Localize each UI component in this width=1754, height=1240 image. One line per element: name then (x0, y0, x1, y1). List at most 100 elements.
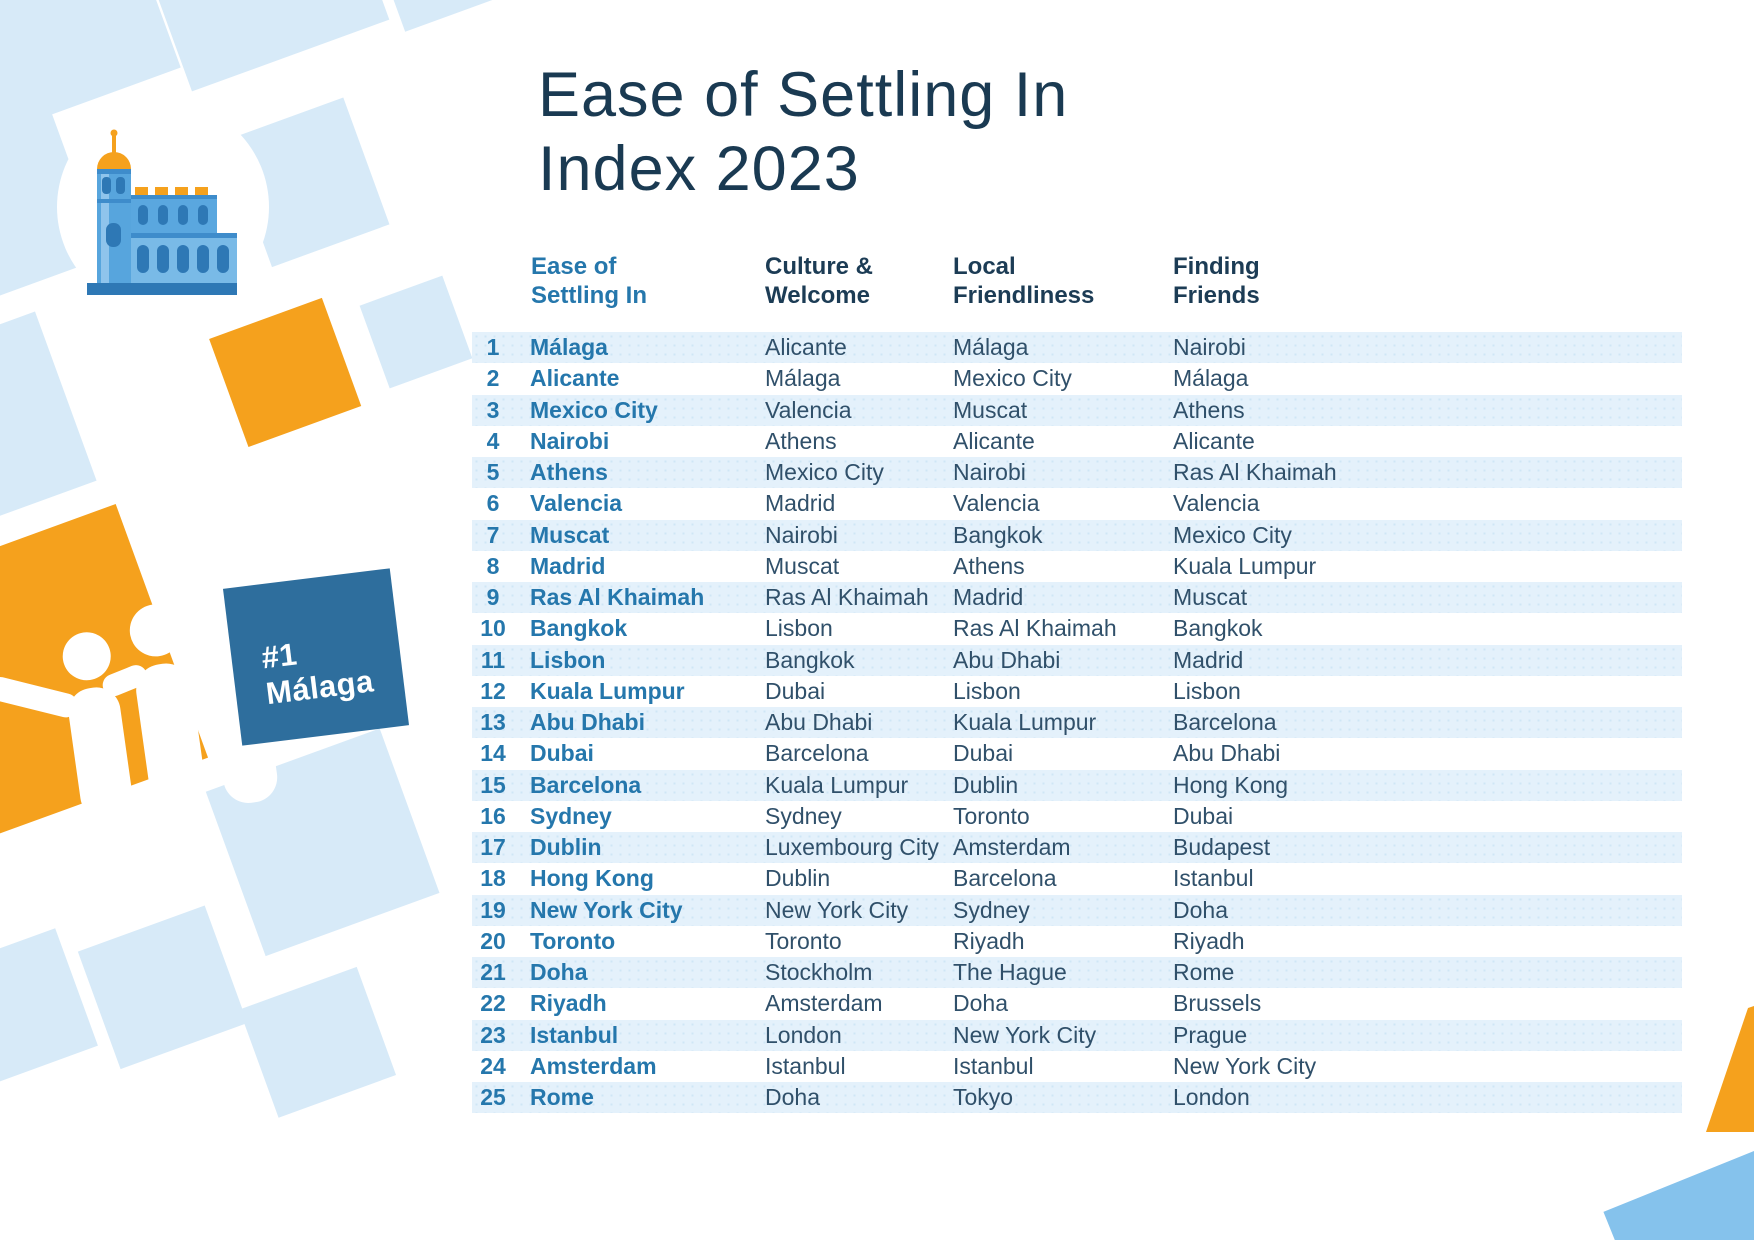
table-row: 25 Rome Doha Tokyo London (472, 1082, 1682, 1114)
corner-orange-wedge (1706, 1006, 1754, 1132)
local-cell: The Hague (953, 959, 1067, 986)
rank-cell: 2 (486, 365, 500, 392)
column-header-ease-of-settling-in: Ease of Settling In (531, 253, 647, 309)
table-row: 19 New York City New York City Sydney Doha (472, 894, 1682, 926)
local-cell: Muscat (953, 396, 1028, 423)
column-header-finding-friends: Finding Friends (1173, 253, 1260, 309)
rank-cell: 24 (480, 1052, 506, 1079)
culture-cell: Doha (765, 1084, 820, 1111)
rank-cell: 17 (480, 834, 506, 861)
map-block (140, 0, 390, 92)
ease-cell: Riyadh (530, 990, 607, 1017)
culture-cell: Luxembourg City (765, 834, 939, 861)
friends-cell: Bangkok (1173, 615, 1263, 642)
ranking-table: 1 Málaga Alicante Málaga Nairobi 2 Alicante Mál… (472, 332, 1682, 1114)
table-row: 18 Hong Kong Dublin Barcelona Istanbul (472, 863, 1682, 894)
rank-cell: 9 (486, 584, 500, 611)
rank-cell: 23 (480, 1021, 506, 1048)
ease-cell: Lisbon (530, 646, 606, 673)
ease-cell: Muscat (530, 521, 610, 548)
friends-cell: Lisbon (1173, 677, 1241, 704)
culture-cell: Dubai (765, 677, 826, 704)
table-row: 23 Istanbul London New York City Prague (472, 1019, 1682, 1051)
ease-cell: Abu Dhabi (530, 709, 645, 736)
table-row: 10 Bangkok Lisbon Ras Al Khaimah Bangkok (472, 613, 1682, 644)
culture-cell: Stockholm (765, 959, 873, 986)
rank-cell: 22 (480, 990, 506, 1017)
ease-cell: Barcelona (530, 771, 642, 798)
ease-cell: Hong Kong (530, 865, 654, 892)
friends-cell: Mexico City (1173, 521, 1292, 548)
map-block (0, 928, 98, 1087)
ease-cell: Rome (530, 1084, 594, 1111)
friends-cell: Nairobi (1173, 334, 1246, 361)
local-cell: Ras Al Khaimah (953, 615, 1117, 642)
local-cell: Bangkok (953, 521, 1043, 548)
rank-cell: 8 (486, 552, 500, 579)
rank-cell: 19 (480, 896, 506, 923)
table-row: 4 Nairobi Athens Alicante Alicante (472, 426, 1682, 457)
local-cell: Abu Dhabi (953, 646, 1061, 673)
page-title-line1: Ease of Settling In (538, 60, 1069, 130)
table-row: 16 Sydney Sydney Toronto Dubai (472, 801, 1682, 832)
culture-cell: New York City (765, 896, 909, 923)
rank-cell: 14 (480, 740, 506, 767)
ease-cell: Madrid (530, 552, 606, 579)
local-cell: Valencia (953, 490, 1040, 517)
cathedral-illustration (87, 129, 237, 295)
local-cell: Sydney (953, 896, 1030, 923)
culture-cell: Toronto (765, 927, 842, 954)
local-cell: Nairobi (953, 459, 1026, 486)
table-row: 2 Alicante Málaga Mexico City Málaga (472, 363, 1682, 394)
culture-cell: Lisbon (765, 615, 833, 642)
culture-cell: Abu Dhabi (765, 709, 873, 736)
friends-cell: Abu Dhabi (1173, 740, 1281, 767)
culture-cell: Dublin (765, 865, 831, 892)
friends-cell: Ras Al Khaimah (1173, 459, 1337, 486)
rank-cell: 12 (480, 677, 506, 704)
rank-cell: 18 (480, 865, 506, 892)
table-row: 7 Muscat Nairobi Bangkok Mexico City (472, 519, 1682, 551)
ease-cell: Alicante (530, 365, 620, 392)
ease-cell: Valencia (530, 490, 623, 517)
map-blocks (0, 0, 518, 1118)
local-cell: Mexico City (953, 365, 1072, 392)
local-cell: Madrid (953, 584, 1024, 611)
ease-cell: Istanbul (530, 1021, 619, 1048)
culture-cell: Bangkok (765, 646, 855, 673)
rank-cell: 7 (486, 521, 500, 548)
table-row: 9 Ras Al Khaimah Ras Al Khaimah Madrid Musca… (472, 582, 1682, 614)
local-cell: Kuala Lumpur (953, 709, 1097, 736)
friends-cell: Dubai (1173, 802, 1234, 829)
culture-cell: Muscat (765, 552, 840, 579)
culture-cell: Alicante (765, 334, 847, 361)
ease-cell: Kuala Lumpur (530, 677, 685, 704)
culture-cell: Madrid (765, 490, 836, 517)
rank-cell: 10 (480, 615, 506, 642)
table-row: 11 Lisbon Bangkok Abu Dhabi Madrid (472, 644, 1682, 676)
rank-badge: #1 Málaga (222, 568, 410, 746)
culture-cell: Valencia (765, 396, 852, 423)
map-block (0, 97, 105, 313)
column-header-culture-welcome: Culture & Welcome (765, 253, 873, 309)
local-cell: Tokyo (953, 1084, 1014, 1111)
friends-cell: Istanbul (1173, 865, 1254, 892)
local-cell: Doha (953, 990, 1008, 1017)
local-cell: Dubai (953, 740, 1014, 767)
table-row: 17 Dublin Luxembourg City Amsterdam Budapest (472, 832, 1682, 864)
page-title: Ease of Settling In Index 2023 (538, 58, 1068, 206)
map-block (0, 0, 181, 143)
culture-cell: Kuala Lumpur (765, 771, 909, 798)
ease-cell: Bangkok (530, 615, 628, 642)
ease-cell: Sydney (530, 802, 612, 829)
page-title-line2: Index 2023 (538, 134, 860, 204)
table-row: 8 Madrid Muscat Athens Kuala Lumpur (472, 551, 1682, 582)
ease-cell: Toronto (530, 927, 616, 954)
ease-cell: New York City (530, 896, 683, 923)
rank-cell: 15 (480, 771, 506, 798)
rank-cell: 1 (486, 334, 500, 361)
ease-cell: Dublin (530, 834, 602, 861)
table-row: 13 Abu Dhabi Abu Dhabi Kuala Lumpur Barcelon… (472, 707, 1682, 739)
culture-cell: Mexico City (765, 459, 884, 486)
